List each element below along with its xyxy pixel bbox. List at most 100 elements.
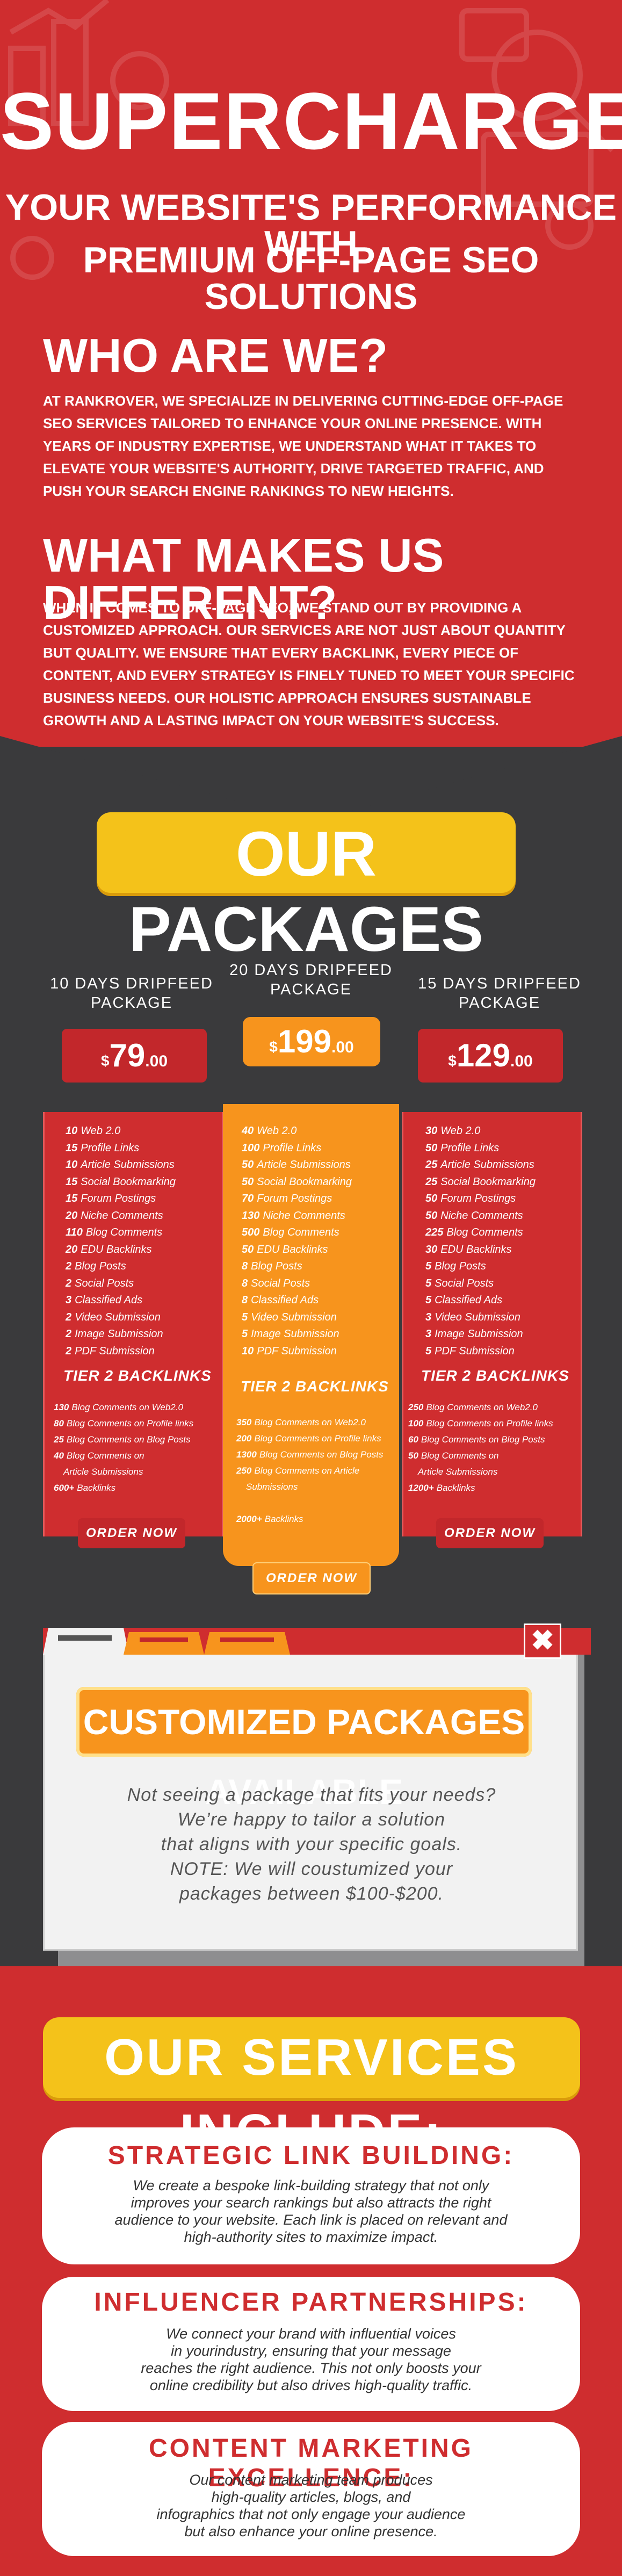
package-name-20-days: 20 DAYS DRIPFEED PACKAGE [229,962,393,998]
feature-item: 50 Niche Comments [425,1209,523,1222]
feature-item: 100 Profile Links [242,1142,322,1154]
feature-item: 50 Forum Postings [425,1193,516,1204]
feature-item: 50 Profile Links [425,1142,500,1154]
feature-item: 40 Web 2.0 [242,1125,297,1137]
feature-item: 50 EDU Backlinks [242,1243,328,1255]
tier2-item: 250 Blog Comments on Web2.0 [408,1402,538,1412]
service-heading-content-marketing: CONTENT MARKETING EXCELLENCE: [149,2434,473,2492]
close-icon[interactable]: ✖ [524,1623,561,1659]
feature-item: 2 Image Submission [66,1328,163,1340]
services-banner [43,2017,580,2098]
tier2-item: 130 Blog Comments on Web2.0 [54,1402,183,1412]
tier2-item: Article Submissions [63,1467,143,1477]
order-now-button-10-days[interactable]: ORDER NOW [78,1518,185,1548]
different-heading: WHAT MAKES US DIFFERENT? [43,529,444,629]
feature-item: 10 Web 2.0 [66,1125,121,1137]
tier2-item: 1300 Blog Comments on Blog Posts [236,1449,384,1460]
feature-item: 500 Blog Comments [242,1226,339,1238]
feature-item: 5 Video Submission [242,1311,337,1323]
feature-item: 25 Article Submissions [425,1159,534,1171]
different-text: WHEN IT COMES TO OFF-PAGE SEO, WE STAND … [43,600,575,728]
feature-item: 15 Profile Links [66,1142,140,1154]
feature-item: 130 Niche Comments [242,1209,345,1222]
feature-item: 20 Niche Comments [66,1209,163,1222]
tier2-item: 600+ Backlinks [54,1483,116,1493]
feature-item: 3 Video Submission [425,1311,520,1323]
feature-item: 8 Social Posts [242,1277,310,1289]
feature-item: 5 PDF Submission [425,1345,515,1357]
feature-list-10-days: 10 Web 2.0 15 Profile Links 10 Article Submis… [66,1123,221,1360]
tier2-item: 40 Blog Comments on [54,1451,144,1461]
feature-item: 8 Blog Posts [242,1260,302,1272]
tier2-heading-20-days: TIER 2 BACKLINKS [241,1378,389,1395]
feature-item: 2 Video Submission [66,1311,161,1323]
feature-item: 15 Forum Postings [66,1193,156,1204]
section-divider [0,736,622,822]
tier2-heading-10-days: TIER 2 BACKLINKS [63,1367,212,1384]
service-card-influencer [42,2277,580,2411]
who-text: AT RANKROVER, WE SPECIALIZE IN DELIVERIN… [43,393,563,499]
hero-section [0,0,622,747]
order-now-button-20-days[interactable]: ORDER NOW [252,1562,371,1594]
hero-title: SUPERCHARGE [0,76,622,166]
order-now-button-15-days[interactable]: ORDER NOW [436,1518,544,1548]
window-tabbar [43,1628,591,1655]
tier2-item: 100 Blog Comments on Profile links [408,1418,553,1428]
tier2-item: 1200+ Backlinks [408,1483,475,1493]
feature-item: 10 PDF Submission [242,1345,337,1357]
tier2-item: 2000+ Backlinks [236,1514,303,1524]
price-15-days: $129.00 [418,1029,563,1083]
service-card-content-marketing [42,2422,580,2556]
price-10-days: $79.00 [62,1029,207,1083]
feature-item: 225 Blog Comments [425,1226,523,1238]
feature-item: 50 Social Bookmarking [242,1175,352,1188]
packages-banner [97,812,516,893]
service-text-influencer: We connect your brand with influential v… [141,2326,481,2393]
package-name-10-days: 10 DAYS DRIPFEED PACKAGE [50,975,213,1012]
package-column-20-days [223,1104,399,1566]
feature-item: 5 Image Submission [242,1328,339,1340]
service-text-content-marketing: Our content marketing team produces high… [156,2472,466,2539]
feature-item: 8 Classified Ads [242,1294,319,1306]
feature-list-20-days: 40 Web 2.0 100 Profile Links 50 Article Submi… [242,1123,397,1360]
package-column-15-days [402,1112,582,1536]
package-name-15-days: 15 DAYS DRIPFEED PACKAGE [418,975,581,1012]
feature-item: 2 Social Posts [66,1277,134,1289]
tier2-list-10-days: 130 Blog Comments on Web2.0 80 Blog Comment… [54,1399,215,1496]
feature-item: 3 Classified Ads [66,1294,143,1306]
tier2-item: Article Submissions [418,1467,498,1477]
feature-item: 30 EDU Backlinks [425,1243,512,1255]
tier2-list-15-days: 250 Blog Comments on Web2.0 100 Blog Commen… [408,1399,575,1496]
service-text-link-building: We create a bespoke link-building strate… [114,2177,508,2245]
feature-item: 50 Article Submissions [242,1159,351,1171]
tier2-item: Submissions [246,1482,298,1492]
feature-item: 15 Social Bookmarking [66,1175,176,1188]
feature-item: 20 EDU Backlinks [66,1243,152,1255]
tier2-item: 25 Blog Comments on Blog Posts [54,1434,191,1445]
feature-item: 5 Social Posts [425,1277,494,1289]
service-card-link-building [42,2127,580,2264]
packages-title: OUR PACKAGES [128,819,483,965]
tier2-item: 60 Blog Comments on Blog Posts [408,1434,545,1445]
feature-item: 3 Image Submission [425,1328,523,1340]
feature-item: 30 Web 2.0 [425,1125,481,1137]
feature-item: 110 Blog Comments [66,1226,163,1238]
hero-subtitle-line2: PREMIUM OFF-PAGE SEO SOLUTIONS [83,240,539,317]
custom-packages-title: CUSTOMIZED PACKAGES AVAILABLE [83,1702,525,1812]
seo-decoration-icons [8,0,614,280]
feature-item: 5 Classified Ads [425,1294,503,1306]
feature-item: 2 Blog Posts [66,1260,126,1272]
package-column-10-days [43,1112,223,1536]
feature-item: 10 Article Submissions [66,1159,175,1171]
feature-item: 70 Forum Postings [242,1193,332,1204]
tier2-item: 200 Blog Comments on Profile links [236,1433,381,1444]
tier2-heading-15-days: TIER 2 BACKLINKS [421,1367,569,1384]
tier2-list-20-days: 350 Blog Comments on Web2.0 200 Blog Commen… [236,1415,397,1527]
tier2-item: 350 Blog Comments on Web2.0 [236,1417,366,1427]
custom-packages-banner [76,1687,532,1757]
who-heading: WHO ARE WE? [43,329,388,382]
price-20-days: $199.00 [243,1017,380,1066]
tier2-item: 250 Blog Comments on Article [236,1466,360,1476]
feature-item: 5 Blog Posts [425,1260,486,1272]
hero-subtitle-line1: YOUR WEBSITE'S PERFORMANCE WITH [5,187,617,264]
